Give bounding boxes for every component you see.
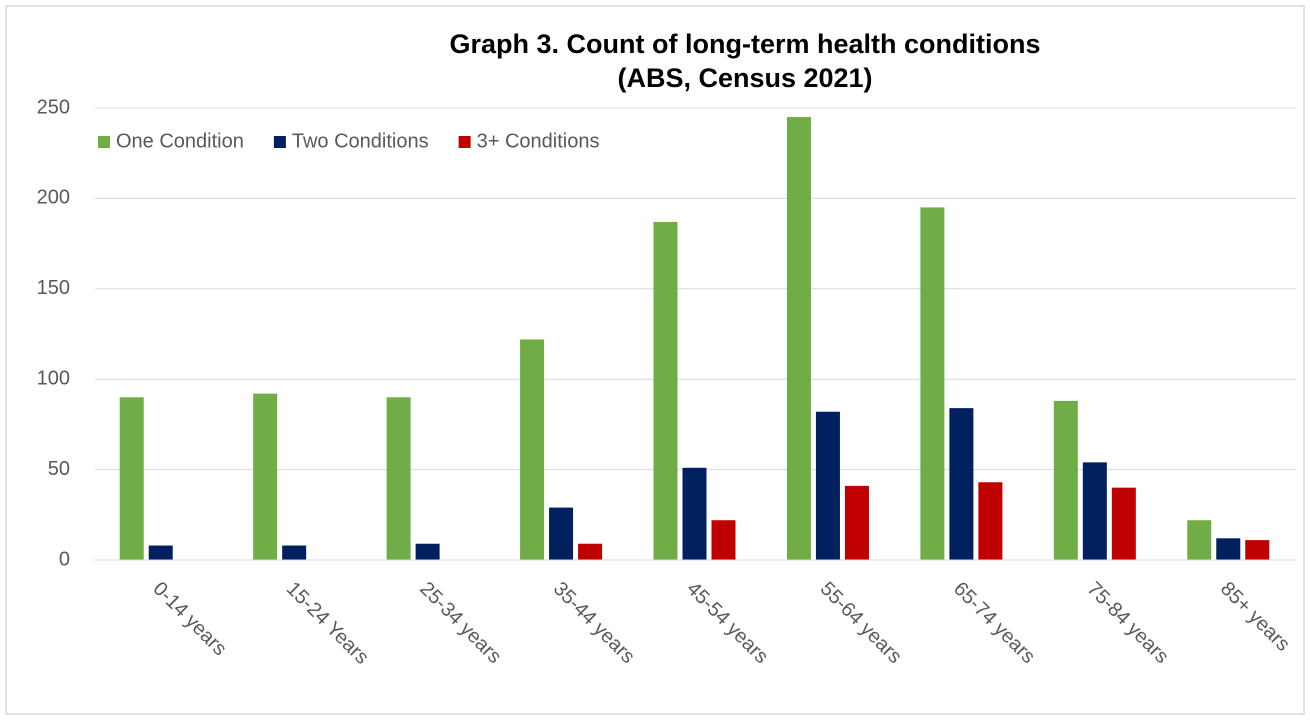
bar [119, 397, 144, 560]
bar [549, 507, 574, 560]
bar [1053, 400, 1078, 560]
bar [282, 545, 307, 560]
bar [1187, 520, 1212, 560]
bar [978, 482, 1003, 560]
bar [815, 411, 840, 560]
y-tick-label: 50 [48, 458, 70, 480]
bar [682, 467, 707, 560]
bar [786, 117, 811, 560]
y-tick-label: 0 [59, 548, 70, 570]
chart-title: Graph 3. Count of long-term health condi… [450, 29, 1041, 59]
bar [386, 397, 411, 560]
bar [920, 207, 945, 560]
legend-label: One Condition [116, 130, 244, 152]
bar [253, 393, 278, 560]
bar [520, 339, 545, 560]
legend-label: Two Conditions [292, 130, 429, 152]
bar [415, 543, 440, 560]
bar [844, 485, 869, 560]
bar [1111, 487, 1136, 560]
y-tick-label: 100 [37, 367, 70, 389]
bar [1216, 538, 1241, 560]
legend-swatch [458, 136, 471, 148]
legend-swatch [273, 136, 286, 148]
bar [1082, 462, 1107, 560]
y-tick-label: 150 [37, 277, 70, 299]
chart-title: (ABS, Census 2021) [617, 63, 872, 93]
y-tick-label: 200 [37, 187, 70, 209]
y-tick-label: 250 [37, 96, 70, 118]
bar [711, 520, 736, 560]
legend-label: 3+ Conditions [477, 130, 600, 152]
legend-swatch [98, 136, 110, 148]
bar [949, 408, 974, 560]
bar [148, 545, 173, 560]
bar [578, 543, 603, 560]
bar [1245, 540, 1270, 560]
bar [653, 221, 678, 561]
